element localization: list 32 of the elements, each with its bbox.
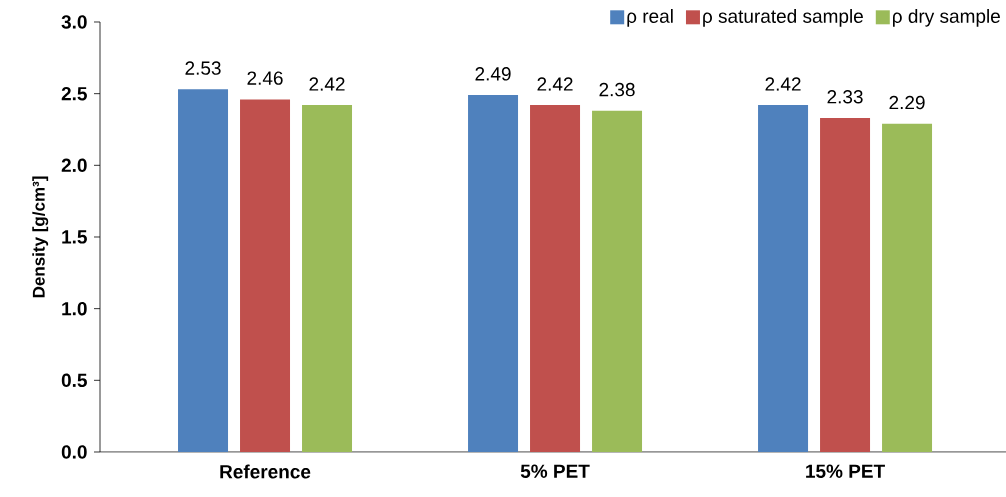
data-label: 2.29 [889,95,925,110]
y-tick-label: 3.0 [61,15,87,29]
bar [530,105,581,452]
bar [468,95,519,452]
data-label: 2.42 [765,77,801,91]
y-tick-label: 0.0 [61,445,87,459]
bar [820,118,871,452]
data-label: 2.46 [247,71,283,85]
legend-label: ρ dry sample [893,9,1000,27]
bar [302,105,353,452]
x-tick-label: Reference [220,464,311,479]
data-label: 2.53 [185,61,221,75]
y-tick-label: 2.5 [61,86,87,101]
bar [178,89,229,452]
y-tick-label: 1.0 [62,301,87,316]
data-label: 2.42 [537,77,573,91]
data-label: 2.38 [599,82,635,97]
y-tick-label: 1.5 [62,230,87,244]
data-label: 2.42 [309,77,345,91]
legend-label: ρ real [627,9,673,27]
data-label: 2.33 [827,90,863,104]
data-label: 2.49 [475,67,511,81]
y-tick-label: 2.0 [61,158,87,173]
bar [882,123,933,452]
y-tick-label: 0.5 [61,373,87,388]
y-axis-title: Density [g/cm³] [32,176,49,298]
bar [592,110,643,452]
bar [758,105,809,452]
legend-label: ρ saturated sample [703,9,863,27]
x-tick-label: 15% PET [806,464,885,478]
x-tick-label: 5% PET [520,464,590,478]
bar [240,99,291,452]
